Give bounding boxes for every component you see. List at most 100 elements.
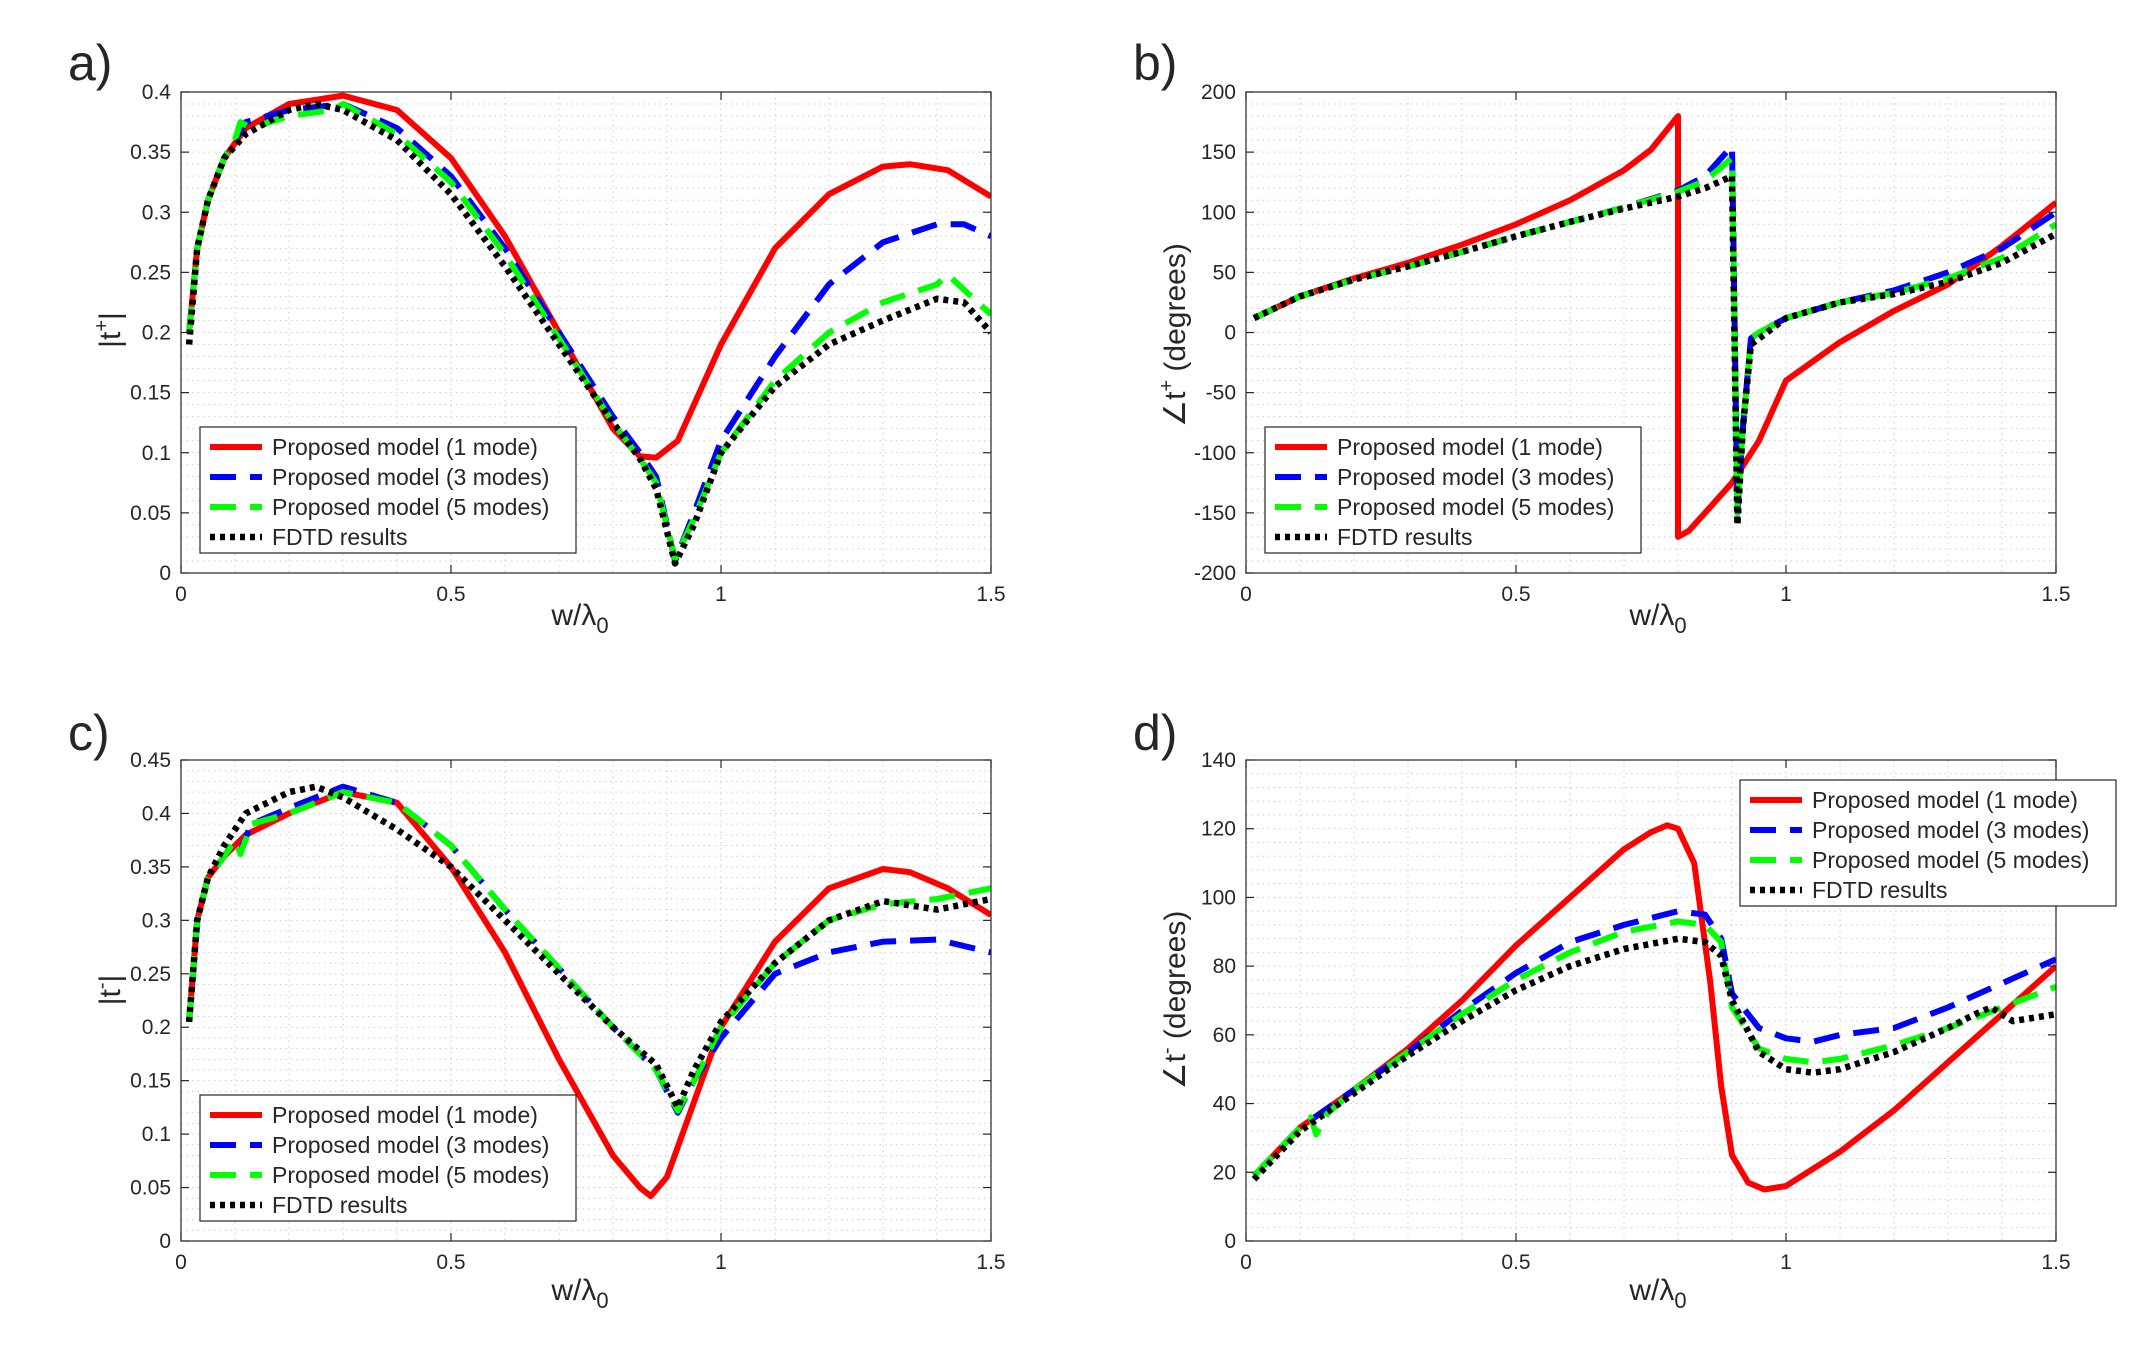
y-axis-label-b: ∠t+ (degrees)	[1156, 243, 1192, 427]
y-tick-label: 140	[1201, 749, 1236, 772]
x-tick-label: 1	[715, 1251, 727, 1274]
y-tick-label: 0.45	[130, 749, 171, 772]
legend-label: Proposed model (3 modes)	[272, 464, 549, 490]
legend-label: Proposed model (1 mode)	[1337, 434, 1603, 460]
panel-d: d) w/λ0 ∠t- (degrees) 0 0.5 1 1.50204060801…	[1133, 705, 2117, 1313]
legend-label: Proposed model (3 modes)	[1812, 817, 2089, 843]
legend-d: Proposed model (1 mode) Proposed model (3…	[1739, 779, 2117, 907]
y-tick-label: 100	[1201, 201, 1236, 224]
y-tick-label: 60	[1213, 1024, 1236, 1047]
x-tick-label: 1.5	[2041, 583, 2070, 606]
y-axis-label-d: ∠t- (degrees)	[1156, 911, 1192, 1090]
panel-b: b) w/λ0 ∠t+ (degrees) 0 0.5 1 1.5-200-150-1…	[1133, 35, 2071, 638]
x-tick-label: 0	[175, 583, 187, 606]
x-tick-label: 1	[1780, 1251, 1792, 1274]
y-tick-label: -150	[1194, 502, 1236, 525]
legend-label: FDTD results	[1812, 877, 1947, 903]
x-tick-label: 1.5	[976, 583, 1005, 606]
series-group-b	[1252, 113, 2056, 540]
y-tick-label: 0.25	[130, 963, 171, 986]
series-group-c	[185, 783, 991, 1200]
y-tick-label: 100	[1201, 886, 1236, 909]
x-tick-label: 0	[1240, 1251, 1252, 1274]
ticks-d: 0 0.5 1 1.5 0 20 40 60 80 100 120 140	[1201, 749, 2071, 1274]
legend-label: FDTD results	[272, 524, 407, 550]
y-tick-label: 0	[159, 562, 171, 585]
legend-box	[199, 426, 577, 554]
legend-label: FDTD results	[272, 1192, 407, 1218]
x-tick-label: 1	[1780, 583, 1792, 606]
x-tick-label: 0.5	[436, 583, 465, 606]
legend-box	[199, 1094, 577, 1222]
panel-label-a: a)	[68, 35, 112, 91]
x-tick-label: 1.5	[976, 1251, 1005, 1274]
y-tick-label: 200	[1201, 81, 1236, 104]
x-tick-label: 0.5	[1501, 583, 1530, 606]
series-line-3	[1251, 918, 2056, 1178]
axes-box-c	[180, 759, 992, 1242]
y-tick-label: -100	[1194, 442, 1236, 465]
legend-a: Proposed model (1 mode) Proposed model (3…	[199, 426, 577, 554]
y-tick-label: 0.35	[130, 856, 171, 879]
x-tick-label: 1	[715, 583, 727, 606]
y-tick-label: 0.05	[130, 1177, 171, 1200]
legend-label: Proposed model (3 modes)	[272, 1132, 549, 1158]
series-line-1	[1251, 822, 2056, 1193]
ticks-b: 0 0.5 1 1.5 -200 -150 -100 -50 0 50 100 150 200	[1194, 81, 2071, 606]
series-line-1	[186, 789, 991, 1200]
y-tick-label: 0.3	[142, 201, 171, 224]
y-tick-label: 0.2	[142, 322, 171, 345]
panel-c: c) w/λ0 |t-| 0 0.5 1 1.500.050.10.150.20.25…	[68, 705, 1006, 1313]
x-tick-label: 0	[175, 1251, 187, 1274]
panel-a: a) w/λ0 |t+| 0 0.5 1 1.500.050.10.150.20.25…	[68, 35, 1006, 638]
x-tick-label: 1.5	[2041, 1251, 2070, 1274]
y-tick-label: 0.1	[142, 442, 171, 465]
legend-label: Proposed model (3 modes)	[1337, 464, 1614, 490]
y-tick-label: 120	[1201, 818, 1236, 841]
legend-c: Proposed model (1 mode) Proposed model (3…	[199, 1094, 577, 1222]
panel-label-d: d)	[1133, 705, 1177, 761]
y-tick-label: 80	[1213, 955, 1236, 978]
y-tick-label: 0.4	[142, 802, 172, 825]
y-tick-label: -50	[1206, 382, 1236, 405]
ticks-a: 0 0.5 1 1.5 0 0.05 0.1 0.15 0.2 0.25 0.3 0.35 0.4	[130, 81, 1005, 606]
series-group-d	[1251, 822, 2056, 1193]
legend-label: Proposed model (1 mode)	[272, 434, 538, 460]
panel-label-c: c)	[68, 705, 110, 761]
series-group-a	[185, 92, 991, 567]
x-tick-label: 0	[1240, 583, 1252, 606]
y-tick-label: 0.35	[130, 141, 171, 164]
legend-label: Proposed model (5 modes)	[1337, 494, 1614, 520]
y-tick-label: 20	[1213, 1161, 1236, 1184]
series-line-4	[1252, 172, 2056, 529]
y-tick-label: 0	[159, 1230, 171, 1253]
series-line-4	[1251, 935, 2056, 1182]
x-tick-label: 0.5	[1501, 1251, 1530, 1274]
ticks-c: 0 0.5 1 1.5 0 0.05 0.1 0.15 0.2 0.25 0.3 0.35 0.4 0.4…	[130, 749, 1005, 1274]
y-tick-label: 0.15	[130, 382, 171, 405]
y-tick-label: 0.15	[130, 1070, 171, 1093]
legend-label: Proposed model (5 modes)	[1812, 847, 2089, 873]
series-line-4	[185, 783, 991, 1111]
y-axis-label-c: |t-|	[91, 975, 127, 1006]
y-tick-label: 0.4	[142, 81, 172, 104]
y-tick-label: 0.1	[142, 1123, 171, 1146]
y-tick-label: 0	[1224, 1230, 1236, 1253]
legend-label: FDTD results	[1337, 524, 1472, 550]
y-tick-label: 0	[1224, 322, 1236, 345]
y-tick-label: 40	[1213, 1093, 1236, 1116]
legend-label: Proposed model (1 mode)	[272, 1102, 538, 1128]
y-tick-label: 0.2	[142, 1016, 171, 1039]
series-line-3	[186, 789, 991, 1114]
y-tick-label: -200	[1194, 562, 1236, 585]
y-tick-label: 0.3	[142, 909, 171, 932]
series-line-1	[1252, 113, 2056, 540]
legend-label: Proposed model (5 modes)	[272, 494, 549, 520]
series-line-2	[186, 101, 991, 564]
legend-box	[1739, 779, 2117, 907]
legend-box	[1264, 426, 1642, 554]
y-tick-label: 0.05	[130, 502, 171, 525]
y-tick-label: 150	[1201, 141, 1236, 164]
y-tick-label: 0.25	[130, 261, 171, 284]
panel-label-b: b)	[1133, 35, 1177, 91]
